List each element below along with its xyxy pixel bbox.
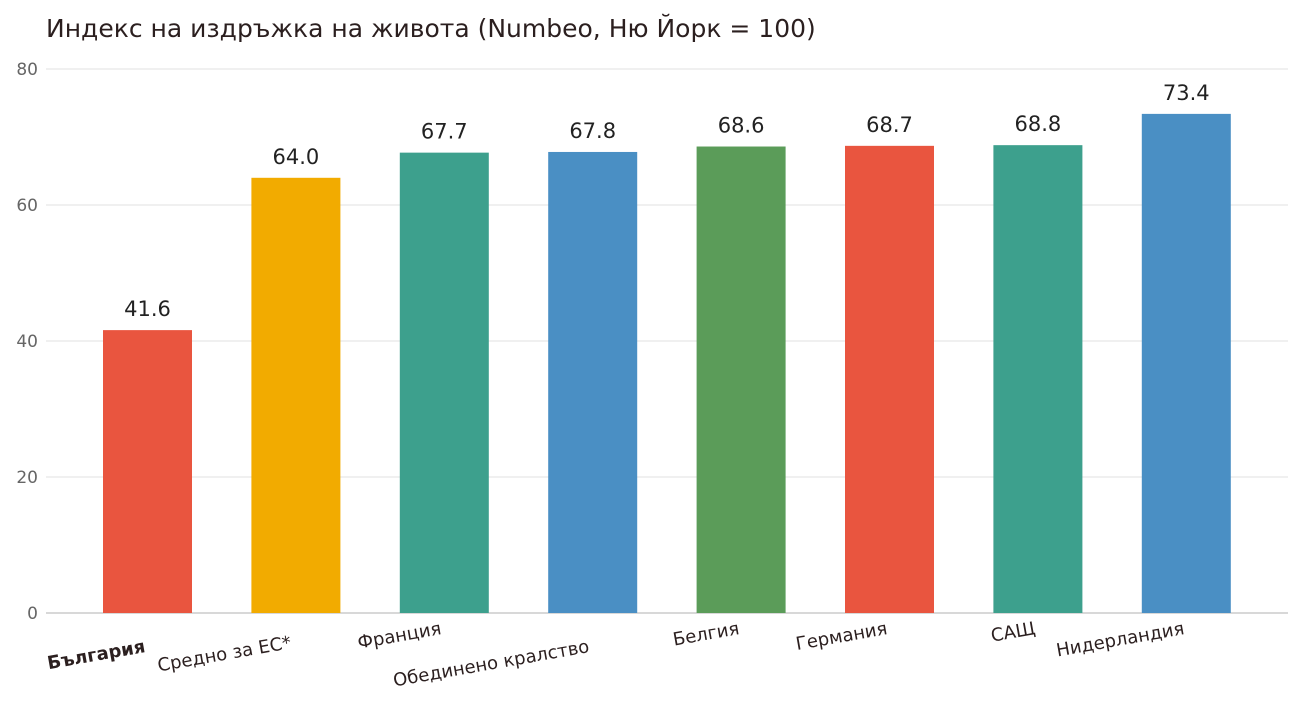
grid-layer: 0 20 40 60 80 [16, 60, 1288, 624]
value-label: 41.6 [124, 297, 171, 321]
value-label: 67.7 [421, 120, 468, 144]
y-tick-label: 0 [27, 604, 38, 624]
value-label: 73.4 [1163, 81, 1210, 105]
bar-1 [103, 330, 192, 613]
value-label: 68.8 [1015, 112, 1062, 136]
y-tick-label: 20 [16, 468, 38, 488]
value-label: 67.8 [569, 119, 616, 143]
bar-8 [1141, 113, 1231, 613]
bar-2 [251, 177, 341, 614]
bar-4 [548, 151, 638, 613]
y-tick-label: 80 [16, 60, 38, 80]
x-tick-label: Германия [794, 618, 889, 655]
x-tick-label: България [46, 636, 147, 674]
label-layer: 41.6 64.0 67.7 67.8 68.6 68.7 68.8 73.4 [124, 81, 1210, 321]
x-tick-label: Франция [356, 618, 443, 653]
bar-3 [399, 152, 489, 613]
x-tick-label: САЩ [989, 618, 1037, 646]
bar-7 [993, 145, 1083, 613]
x-tick-label: Обединено кралство [392, 636, 591, 691]
bar-5 [696, 146, 786, 613]
value-label: 68.7 [866, 113, 913, 137]
x-tick-label: Нидерландия [1055, 618, 1186, 661]
value-label: 64.0 [273, 145, 320, 169]
chart-title: Индекс на издръжка на живота (Numbeo, Ню… [46, 14, 816, 43]
value-label: 68.6 [718, 114, 765, 138]
x-tick-label: Белгия [671, 618, 741, 650]
x-tick-label: Средно за ЕС* [156, 632, 293, 676]
y-tick-label: 40 [16, 332, 38, 352]
bar-layer [103, 113, 1231, 614]
y-tick-label: 60 [16, 196, 38, 216]
bar-6 [845, 145, 934, 613]
